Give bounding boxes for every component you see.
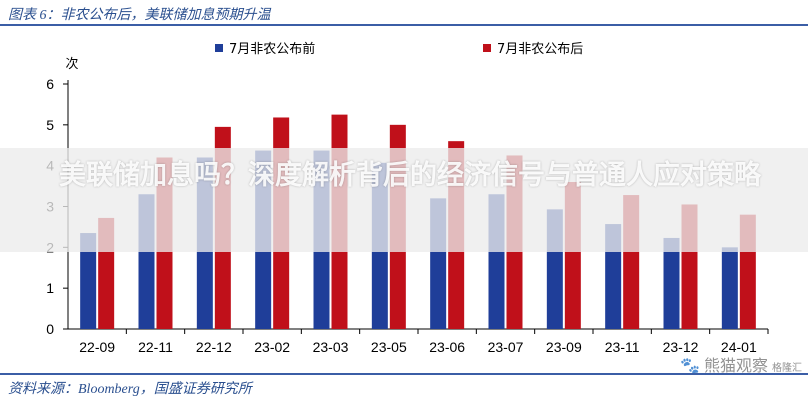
bar-before (721, 247, 738, 329)
bar-before (80, 233, 97, 329)
watermark-sub: 格隆汇 (772, 363, 802, 374)
x-tick-label: 23-02 (254, 339, 290, 355)
bottom-divider (0, 373, 808, 375)
chart-title: 图表 6：非农公布后，美联储加息预期升温 (8, 8, 271, 23)
overlay-headline: 美联储加息吗？深度解析背后的经济信号与普通人应对策略 (59, 160, 761, 191)
x-tick-label: 23-07 (488, 339, 524, 355)
legend-swatch (483, 44, 491, 52)
x-tick-label: 23-09 (546, 339, 582, 355)
x-tick-label: 22-11 (138, 339, 173, 355)
x-tick-label: 24-01 (721, 339, 757, 355)
y-axis-unit: 次 (65, 56, 78, 72)
legend-swatch (215, 44, 223, 52)
legend-label: 7月非农公布前 (229, 41, 315, 57)
watermark-brand: 熊猫观察 (703, 356, 768, 375)
y-tick-label: 0 (46, 321, 54, 337)
x-tick-label: 22-12 (196, 339, 232, 355)
headline-overlay (0, 148, 808, 252)
y-tick-label: 5 (46, 117, 54, 133)
bar-before (663, 237, 680, 329)
x-tick-label: 23-05 (371, 339, 407, 355)
x-tick-label: 23-06 (429, 339, 465, 355)
source-note: 资料来源：Bloomberg，国盛证券研究所 (8, 382, 252, 397)
x-tick-label: 22-09 (79, 339, 115, 355)
watermark: 🐾 熊猫观察 格隆汇 (680, 352, 802, 376)
chart-header: 图表 6：非农公布后，美联储加息预期升温 (0, 0, 808, 26)
top-divider (0, 24, 808, 26)
x-tick-label: 23-11 (605, 339, 640, 355)
x-tick-label: 23-12 (663, 339, 699, 355)
paw-icon: 🐾 (680, 356, 700, 375)
x-tick-label: 23-03 (313, 339, 349, 355)
legend-label: 7月非农公布后 (497, 42, 583, 57)
y-tick-label: 6 (46, 76, 54, 92)
y-tick-label: 1 (46, 280, 54, 296)
